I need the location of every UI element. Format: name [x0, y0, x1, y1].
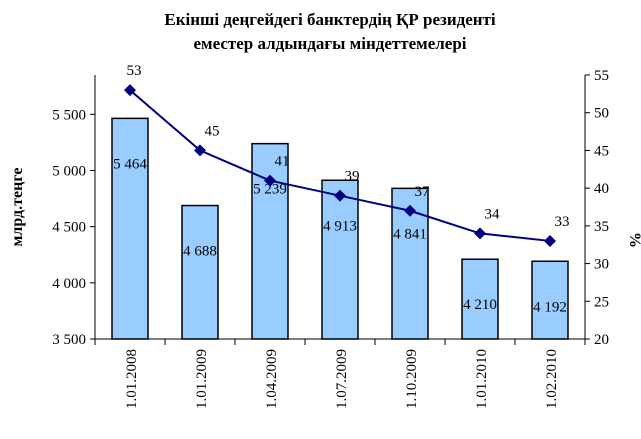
- line-value-label: 34: [485, 206, 501, 222]
- line-marker: [334, 189, 346, 202]
- line-marker: [264, 174, 276, 187]
- y-tick-label: 5 500: [52, 107, 86, 123]
- x-tick-label: 1.02.2010: [544, 349, 560, 409]
- x-tick-label: 1.01.2009: [194, 349, 210, 409]
- chart-title: Екінші деңгейдегі банктердің ҚР резидент…: [164, 10, 496, 29]
- y2-tick-label: 55: [594, 68, 609, 84]
- line-marker: [124, 84, 136, 97]
- bar-value-label: 4 841: [393, 226, 427, 242]
- line-value-label: 33: [555, 214, 570, 230]
- line-marker: [404, 204, 416, 217]
- y2-tick-label: 25: [594, 294, 609, 310]
- bar-value-label: 4 192: [533, 299, 567, 315]
- bar-value-label: 4 210: [463, 297, 497, 313]
- y2-tick-label: 40: [594, 181, 609, 197]
- y2-tick-label: 35: [594, 219, 609, 235]
- bar: [531, 260, 569, 340]
- bar-value-label: 5 239: [253, 182, 287, 198]
- bar: [321, 179, 359, 340]
- line-marker: [544, 234, 556, 247]
- x-tick-label: 1.10.2009: [404, 349, 420, 409]
- y2-tick-label: 50: [594, 106, 609, 122]
- bar: [181, 204, 219, 340]
- line-value-label: 39: [345, 169, 360, 185]
- line-marker: [194, 144, 206, 157]
- x-tick-label: 1.01.2010: [474, 349, 490, 409]
- x-tick-label: 1.04.2009: [264, 349, 280, 409]
- line-value-label: 53: [127, 63, 142, 79]
- bar: [251, 142, 289, 340]
- y2-tick-label: 45: [594, 143, 609, 159]
- bar-value-label: 4 688: [183, 244, 217, 260]
- bar: [111, 117, 149, 340]
- y-axis-label: млрд.теңге: [9, 168, 26, 247]
- x-tick-label: 1.07.2009: [334, 349, 350, 409]
- bar-value-label: 5 464: [113, 156, 147, 172]
- chart-title: еместер алдындағы міндеттемелері: [193, 34, 466, 53]
- bar-value-label: 4 913: [323, 218, 357, 234]
- x-tick-label: 1.01.2008: [124, 349, 140, 409]
- y-tick-label: 3 500: [52, 332, 86, 348]
- y-tick-label: 4 000: [52, 276, 86, 292]
- y2-tick-label: 20: [594, 332, 609, 348]
- bar: [461, 258, 499, 340]
- line-value-label: 41: [275, 154, 290, 170]
- line-value-label: 37: [415, 184, 431, 200]
- y-tick-label: 5 000: [52, 163, 86, 179]
- y-tick-label: 4 500: [52, 220, 86, 236]
- line-value-label: 45: [205, 123, 220, 139]
- y2-axis-label: %: [626, 232, 641, 248]
- line-marker: [474, 227, 486, 240]
- y2-tick-label: 30: [594, 257, 609, 273]
